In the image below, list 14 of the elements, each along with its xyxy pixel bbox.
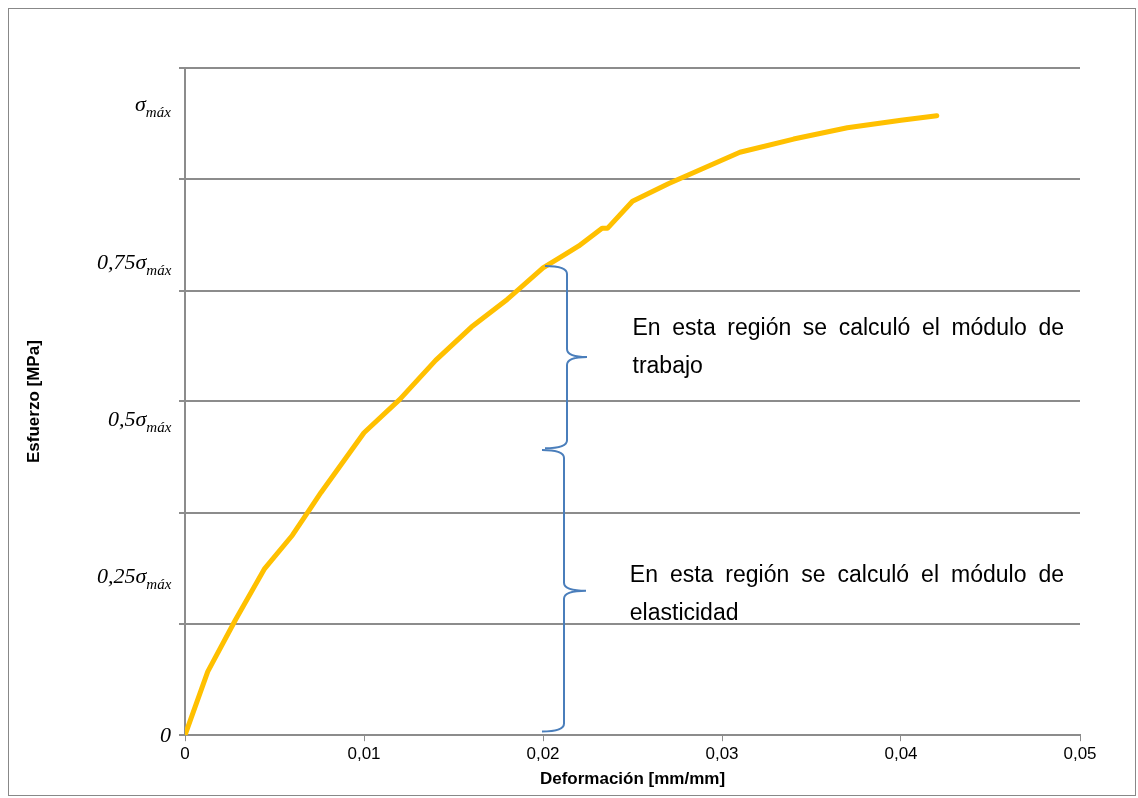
y-axis-title: Esfuerzo [MPa] [23,340,43,463]
x-tick-label: 0,04 [884,744,918,764]
x-axis-title: Deformación [mm/mm] [539,769,726,789]
x-tick-label: 0,03 [705,744,739,764]
x-tick-label: 0,02 [526,744,560,764]
annotation: En esta región se calculó el módulo de trabajo [632,313,1064,381]
x-tick-label: 0 [180,744,190,764]
x-tick-label: 0,05 [1063,744,1097,764]
x-tick-label: 0,01 [347,744,381,764]
annotation: En esta región se calculó el módulo de elasticidad [629,560,1064,628]
y-tick-label: σ$_{máx}$ [135,91,171,122]
y-tick-label: 0,25σ$_{máx}$ [97,563,172,593]
y-tick-label: 0,75σ$_{máx}$ [97,248,172,279]
y-tick-label: 0,5σ$_{máx}$ [108,406,172,436]
